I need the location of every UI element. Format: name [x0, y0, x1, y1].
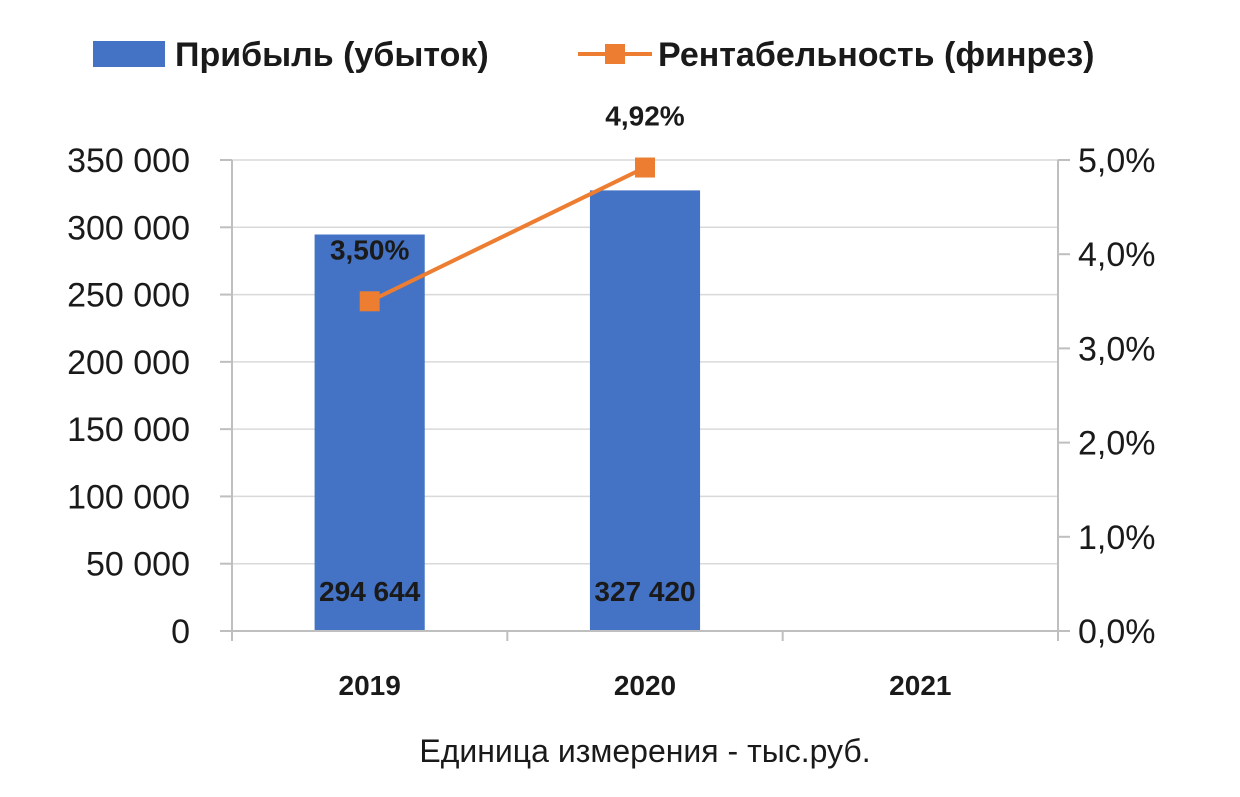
left-tick-label: 50 000	[86, 546, 190, 584]
legend: Прибыль (убыток) Рентабельность (финрез)	[93, 36, 1094, 74]
category-axis-ticks: 2019 2020 2021	[231, 631, 1059, 701]
legend-marker-swatch	[605, 44, 625, 64]
right-tick-label: 4,0%	[1078, 236, 1156, 274]
category-label: 2020	[614, 670, 676, 701]
bar-value-label: 327 420	[594, 576, 695, 607]
bar-value-label: 294 644	[319, 576, 421, 607]
line-series-path	[368, 165, 646, 304]
bar-2020	[589, 190, 701, 631]
right-tick-label: 5,0%	[1078, 142, 1156, 180]
line-series	[359, 157, 655, 312]
category-label: 2021	[889, 670, 951, 701]
right-tick-label: 1,0%	[1078, 519, 1156, 557]
data-labels: 294 644 327 420 3,50% 4,92%	[319, 101, 696, 607]
left-tick-label: 150 000	[67, 411, 190, 449]
left-tick-label: 250 000	[67, 277, 190, 315]
left-tick-label: 100 000	[67, 478, 190, 516]
right-axis-ticks: 0,0% 1,0% 2,0% 3,0% 4,0% 5,0%	[1058, 142, 1156, 651]
axes	[231, 160, 1059, 632]
x-axis-label: Единица измерения - тыс.руб.	[419, 733, 870, 769]
legend-label-bar-series: Прибыль (убыток)	[175, 36, 489, 74]
line-marker-2020	[635, 157, 655, 178]
left-tick-label: 350 000	[67, 142, 190, 180]
right-tick-label: 0,0%	[1078, 613, 1156, 651]
line-value-label: 3,50%	[330, 234, 409, 265]
bar-series	[314, 190, 701, 632]
line-value-label: 4,92%	[605, 101, 684, 132]
right-tick-label: 2,0%	[1078, 425, 1156, 463]
category-label: 2019	[339, 670, 401, 701]
left-axis-ticks: 0 50 000 100 000 150 000 200 000 250 000 300 0…	[67, 142, 232, 651]
left-tick-label: 200 000	[67, 344, 190, 382]
line-marker-2019	[359, 291, 380, 312]
legend-bar-swatch	[93, 41, 165, 67]
right-tick-label: 3,0%	[1078, 330, 1156, 368]
legend-label-line-series: Рентабельность (финрез)	[658, 36, 1094, 74]
left-tick-label: 0	[171, 613, 190, 651]
left-tick-label: 300 000	[67, 209, 190, 247]
